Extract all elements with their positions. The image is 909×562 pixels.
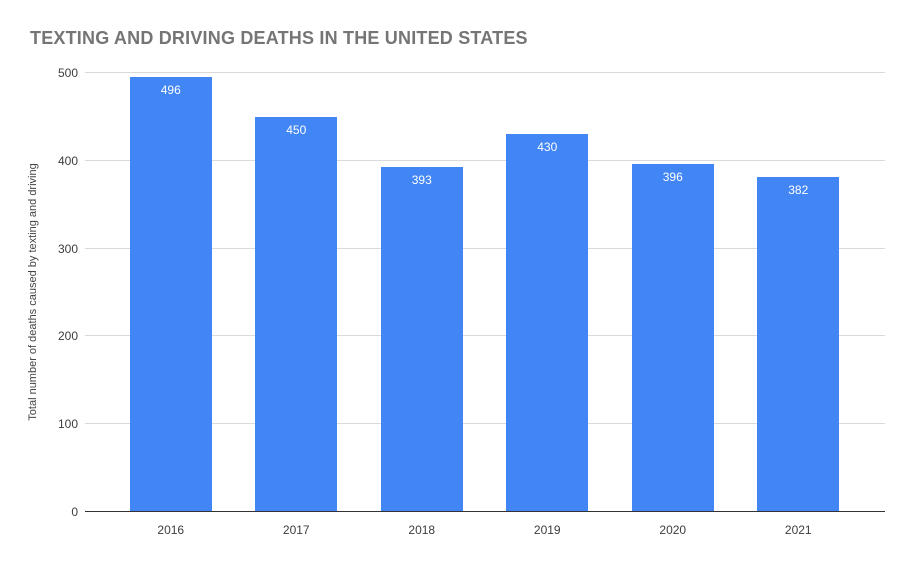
y-axis-ticks: 0 100 200 300 400 500 (38, 67, 78, 518)
x-axis-label-2020: 2020 (659, 523, 687, 537)
bar-slot-2017: 450 2017 (234, 73, 360, 536)
y-tick-label-100: 100 (57, 417, 78, 432)
bar-value-label-2016: 496 (160, 82, 181, 97)
bar-value-label-2019: 430 (537, 140, 558, 155)
bar-slot-2021: 382 2021 (736, 73, 862, 536)
bar-value-label-2020: 396 (662, 170, 683, 185)
bar-slot-2019: 430 2019 (485, 73, 611, 536)
y-tick-label-300: 300 (57, 241, 78, 256)
bar-2019: 430 (506, 134, 589, 512)
x-axis-label-2016: 2016 (157, 523, 185, 537)
bar-value-label-2017: 450 (286, 122, 307, 137)
bar-2016: 496 (129, 76, 212, 512)
bar-2021: 382 (757, 176, 840, 512)
bar-value-label-2021: 382 (788, 182, 809, 197)
gridline-500 (85, 72, 885, 73)
bar-slot-2016: 496 2016 (108, 73, 234, 536)
plot-area: 496 2016 450 2017 393 2018 430 2019 396 2020 382 20… (85, 72, 885, 536)
bar-slot-2020: 396 2020 (610, 73, 736, 536)
y-tick-label-400: 400 (57, 153, 78, 168)
bar-series: 496 2016 450 2017 393 2018 430 2019 396 2020 382 20… (108, 73, 862, 536)
x-axis-label-2018: 2018 (408, 523, 436, 537)
x-axis-label-2017: 2017 (282, 523, 310, 537)
x-axis-label-2019: 2019 (533, 523, 561, 537)
gridline-400 (85, 159, 885, 161)
y-tick-label-500: 500 (57, 66, 78, 80)
x-axis-label-2021: 2021 (784, 523, 812, 537)
gridline-200 (85, 335, 885, 337)
bar-2017: 450 (255, 116, 338, 512)
y-tick-label-200: 200 (57, 329, 78, 344)
x-axis-line (85, 511, 885, 512)
y-tick-label-0: 0 (71, 505, 78, 519)
bar-slot-2018: 393 2018 (359, 73, 485, 536)
bar-2018: 393 (380, 166, 463, 512)
gridline-100 (85, 423, 885, 425)
chart-title: TEXTING AND DRIVING DEATHS IN THE UNITED… (30, 28, 528, 48)
bar-2020: 396 (631, 164, 714, 512)
bar-value-label-2018: 393 (411, 172, 432, 187)
gridline-300 (85, 247, 885, 249)
